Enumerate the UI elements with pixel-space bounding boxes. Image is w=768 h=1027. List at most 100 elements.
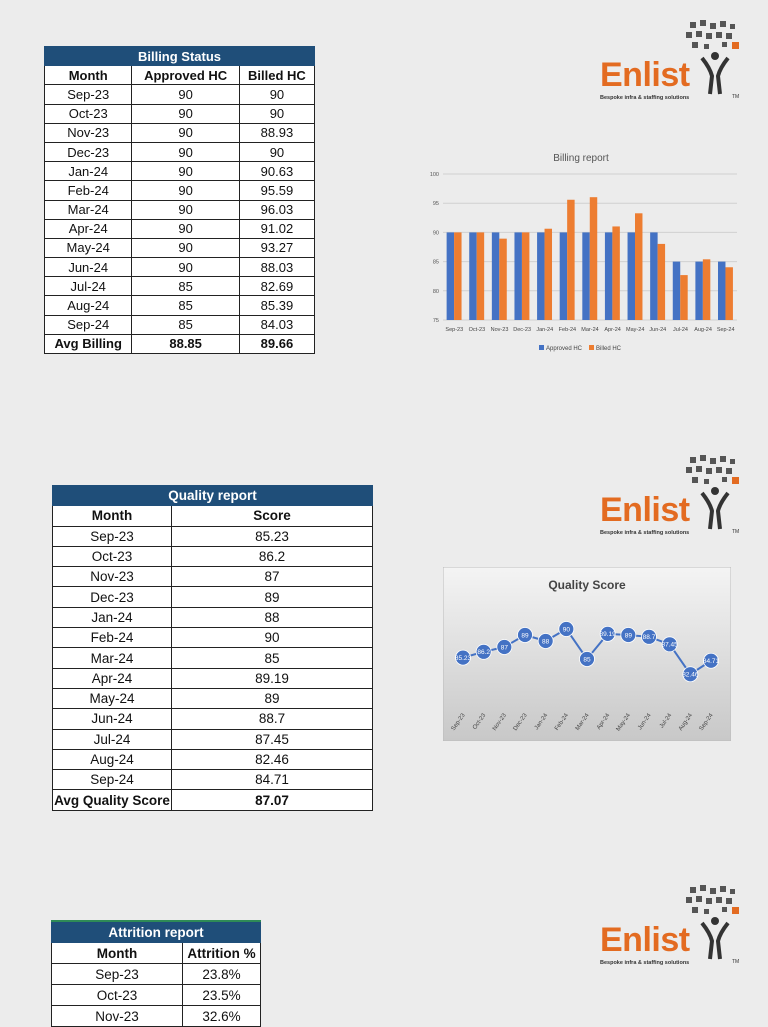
logo-tagline: Bespoke infra & staffing solutions bbox=[600, 960, 690, 966]
billing-row: Jul-24 85 82.69 bbox=[43, 276, 316, 297]
quality-cell: 88 bbox=[171, 606, 373, 629]
quality-row: Oct-23 86.2 bbox=[52, 545, 373, 568]
approved-bar bbox=[514, 232, 522, 320]
billing-cell: 88.93 bbox=[238, 122, 316, 143]
quality-cell: 88.7 bbox=[171, 708, 373, 730]
approved-bar bbox=[582, 232, 590, 320]
billing-chart-title: Billing report bbox=[553, 153, 609, 164]
quality-point bbox=[641, 628, 657, 645]
billing-cell: Jul-24 bbox=[43, 276, 133, 297]
billing-cell: 90 bbox=[131, 161, 240, 182]
billing-cell: 90 bbox=[238, 84, 316, 105]
quality-cell: 84.71 bbox=[171, 769, 373, 791]
billing-cell: 90 bbox=[131, 199, 240, 220]
quality-row: Nov-23 87 bbox=[52, 566, 373, 588]
billing-cell: 90 bbox=[131, 122, 240, 143]
logo-tm: TM bbox=[732, 959, 739, 965]
billed-bar bbox=[454, 232, 462, 320]
quality-data-label: 85 bbox=[583, 656, 591, 663]
billing-row: Oct-23 90 90 bbox=[43, 103, 316, 124]
billing-cell: 90.63 bbox=[238, 161, 316, 182]
logo-tm: TM bbox=[732, 529, 739, 535]
billing-cell: Apr-24 bbox=[43, 218, 133, 239]
attrition-cell: 32.6% bbox=[182, 1005, 261, 1027]
quality-table-body: Sep-23 85.23 Oct-23 86.2 Nov-23 87 Dec-23 89 Jan… bbox=[52, 525, 373, 791]
attrition-header-month: Month bbox=[51, 942, 183, 964]
billing-x-tick: Apr-24 bbox=[604, 327, 621, 333]
attrition-table-title: Attrition report bbox=[51, 920, 261, 943]
quality-point bbox=[599, 625, 616, 642]
quality-table-title: Quality report bbox=[52, 484, 373, 507]
legend-approved-label: Approved HC bbox=[546, 346, 583, 352]
billing-row: Apr-24 90 91.02 bbox=[43, 218, 316, 239]
billing-row: Jun-24 90 88.03 bbox=[43, 257, 316, 278]
attrition-row: Oct-23 23.5% bbox=[51, 984, 261, 1006]
billed-bar bbox=[567, 199, 575, 320]
quality-row: Sep-23 85.23 bbox=[52, 525, 373, 547]
billing-row: May-24 90 93.27 bbox=[43, 237, 316, 259]
billing-cell: Sep-24 bbox=[43, 314, 133, 335]
attrition-report-table: Attrition report Month Attrition % Sep-2… bbox=[51, 920, 261, 1027]
billing-status-table: Billing Status Month Approved HC Billed … bbox=[43, 45, 316, 355]
quality-score-chart: Quality Score 85.23 86.2 87 89 88 90 85 89.19 89… bbox=[443, 567, 731, 741]
quality-point bbox=[496, 639, 513, 655]
billing-y-tick: 85 bbox=[433, 260, 439, 266]
quality-row: Apr-24 89.19 bbox=[52, 667, 373, 689]
quality-row: Feb-24 90 bbox=[52, 627, 373, 649]
billing-cell: Jun-24 bbox=[43, 257, 133, 278]
quality-point bbox=[517, 627, 533, 643]
billing-cell: Sep-23 bbox=[43, 84, 133, 105]
attrition-row: Nov-23 32.6% bbox=[51, 1005, 261, 1027]
billing-footer-billed: 89.66 bbox=[238, 333, 316, 355]
approved-bar bbox=[491, 232, 500, 320]
attrition-cell: Sep-23 bbox=[51, 963, 183, 985]
billing-row: Feb-24 90 95.59 bbox=[43, 180, 316, 201]
quality-cell: Sep-23 bbox=[52, 525, 172, 547]
billing-cell: 90 bbox=[131, 180, 240, 201]
billing-x-tick: Jul-24 bbox=[673, 327, 688, 333]
billing-cell: Nov-23 bbox=[43, 122, 133, 143]
quality-cell: 89.19 bbox=[171, 667, 373, 689]
billed-bar bbox=[702, 259, 711, 320]
approved-bar bbox=[537, 232, 545, 320]
quality-cell: Dec-23 bbox=[52, 586, 172, 608]
billed-bar bbox=[725, 267, 733, 320]
quality-data-label: 86.2 bbox=[477, 649, 490, 656]
billing-x-tick: Sep-23 bbox=[445, 327, 463, 333]
billing-cell: 85 bbox=[131, 295, 240, 316]
billing-x-tick: Mar-24 bbox=[581, 327, 598, 333]
logo-word: Enlist bbox=[600, 491, 690, 529]
attrition-table-body: Sep-23 23.8% Oct-23 23.5% Nov-23 32.6% bbox=[51, 963, 261, 1027]
quality-cell: Jan-24 bbox=[52, 606, 172, 629]
billing-cell: Dec-23 bbox=[43, 141, 133, 163]
quality-point bbox=[579, 651, 595, 667]
logo-tree-icon: TM bbox=[686, 885, 739, 965]
billing-row: Sep-23 90 90 bbox=[43, 84, 316, 105]
billing-cell: 90 bbox=[131, 257, 240, 278]
billing-cell: 82.69 bbox=[238, 276, 316, 297]
quality-point bbox=[682, 666, 699, 683]
billing-cell: 90 bbox=[131, 237, 240, 259]
billing-cell: Aug-24 bbox=[43, 295, 133, 316]
attrition-cell: 23.5% bbox=[182, 984, 261, 1006]
attrition-cell: 23.8% bbox=[182, 963, 261, 985]
quality-cell: 89 bbox=[171, 687, 373, 710]
billing-x-tick: Jan-24 bbox=[536, 327, 553, 333]
attrition-row: Sep-23 23.8% bbox=[51, 963, 261, 985]
billing-x-tick: Oct-23 bbox=[469, 327, 486, 333]
billing-cell: May-24 bbox=[43, 237, 133, 259]
quality-chart-series: 85.23 86.2 87 89 88 90 85 89.19 89 88.7 87.45 82.46… bbox=[455, 621, 720, 683]
attrition-cell: Oct-23 bbox=[51, 984, 183, 1006]
quality-cell: 82.46 bbox=[171, 748, 373, 771]
approved-bar bbox=[604, 232, 613, 320]
billing-x-tick: Jun-24 bbox=[649, 327, 666, 333]
billing-cell: 90 bbox=[238, 141, 316, 163]
billing-header-approved: Approved HC bbox=[131, 65, 240, 86]
quality-cell: 85.23 bbox=[171, 525, 373, 547]
billed-bar bbox=[680, 275, 688, 320]
billing-cell: 90 bbox=[238, 103, 316, 124]
quality-cell: Sep-24 bbox=[52, 769, 172, 791]
billing-chart-bars bbox=[446, 197, 733, 320]
billing-cell: Mar-24 bbox=[43, 199, 133, 220]
quality-cell: Jul-24 bbox=[52, 728, 172, 750]
